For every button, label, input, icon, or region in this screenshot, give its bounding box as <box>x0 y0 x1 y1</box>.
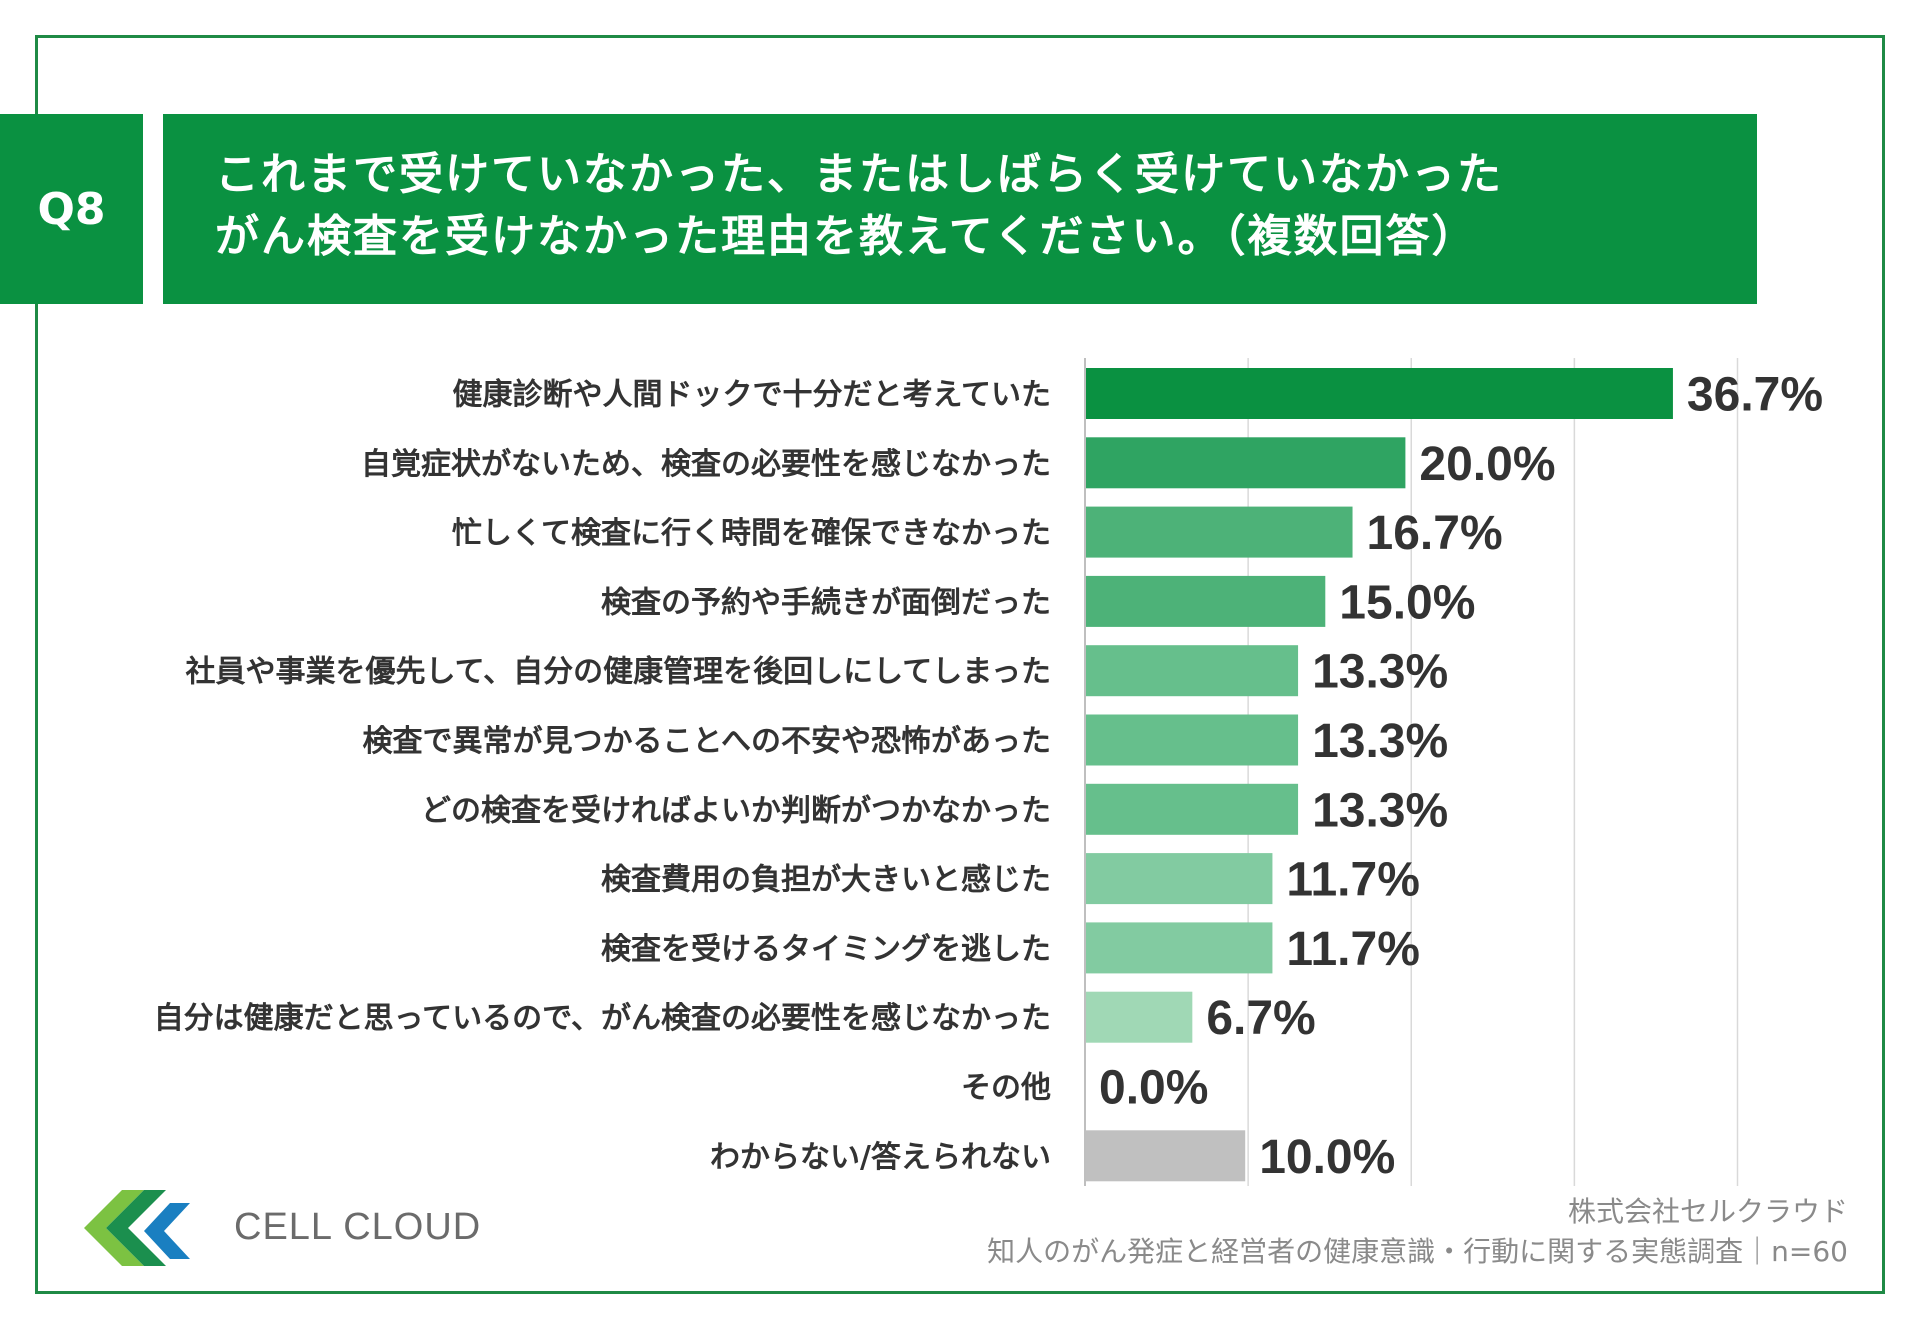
value-label: 0.0% <box>1099 1062 1208 1115</box>
category-label: 検査の予約や手続きが面倒だった <box>601 585 1051 620</box>
category-label: 検査で異常が見つかることへの不安や恐怖があった <box>363 724 1052 759</box>
bar <box>1085 714 1299 766</box>
value-label: 13.3% <box>1312 784 1448 837</box>
category-label: 自分は健康だと思っているので、がん検査の必要性を感じなかった <box>154 1001 1051 1036</box>
page-frame <box>35 35 1885 1294</box>
source-survey: 知人のがん発症と経営者の健康意識・行動に関する実態調査｜n=60 <box>987 1235 1848 1268</box>
value-label: 11.7% <box>1286 854 1419 907</box>
cell-cloud-logo-icon <box>84 1190 190 1266</box>
bar <box>1085 1130 1246 1182</box>
category-label: わからない/答えられない <box>710 1140 1051 1175</box>
value-label: 36.7% <box>1687 369 1823 422</box>
category-label: 検査費用の負担が大きいと感じた <box>601 863 1051 898</box>
bar <box>1085 922 1273 974</box>
value-label: 13.3% <box>1312 715 1448 768</box>
bar-chart: 健康診断や人間ドックで十分だと考えていた 36.7% 自覚症状がないため、検査の必要… <box>154 358 1823 1186</box>
value-label: 15.0% <box>1339 576 1475 629</box>
title-line-2: がん検査を受けなかった理由を教えてください。（複数回答） <box>215 211 1478 262</box>
logo-text: CELL CLOUD <box>234 1206 482 1248</box>
category-label: どの検査を受ければよいか判断がつかなかった <box>421 793 1051 828</box>
value-label: 13.3% <box>1312 646 1448 699</box>
bar <box>1085 506 1353 558</box>
value-label: 10.0% <box>1259 1131 1395 1184</box>
category-label: 忙しくて検査に行く時間を確保できなかった <box>452 516 1051 551</box>
bar <box>1085 991 1193 1043</box>
bar <box>1085 575 1326 627</box>
value-label: 16.7% <box>1367 507 1503 560</box>
title-line-1: これまで受けていなかった、またはしばらく受けていなかった <box>215 149 1503 200</box>
value-label: 20.0% <box>1419 438 1555 491</box>
value-label: 11.7% <box>1286 923 1419 976</box>
bar <box>1085 645 1299 697</box>
category-label: 健康診断や人間ドックで十分だと考えていた <box>453 378 1052 413</box>
bar <box>1085 368 1673 419</box>
category-label: 検査を受けるタイミングを逃した <box>601 932 1051 967</box>
category-label: 自覚症状がないため、検査の必要性を感じなかった <box>361 447 1051 482</box>
source-company: 株式会社セルクラウド <box>1567 1195 1848 1228</box>
source-note: 株式会社セルクラウド 知人のがん発症と経営者の健康意識・行動に関する実態調査｜n… <box>987 1192 1848 1272</box>
value-label: 6.7% <box>1206 992 1315 1045</box>
bar <box>1085 853 1273 905</box>
category-label: その他 <box>961 1071 1051 1106</box>
category-label: 社員や事業を優先して、自分の健康管理を後回しにしてしまった <box>186 655 1052 690</box>
page-title: これまで受けていなかった、またはしばらく受けていなかった がん検査を受けなかった… <box>163 114 1757 304</box>
bar <box>1085 437 1406 489</box>
bar <box>1085 783 1299 835</box>
question-badge: Q8 <box>0 114 143 304</box>
question-number: Q8 <box>37 183 106 235</box>
